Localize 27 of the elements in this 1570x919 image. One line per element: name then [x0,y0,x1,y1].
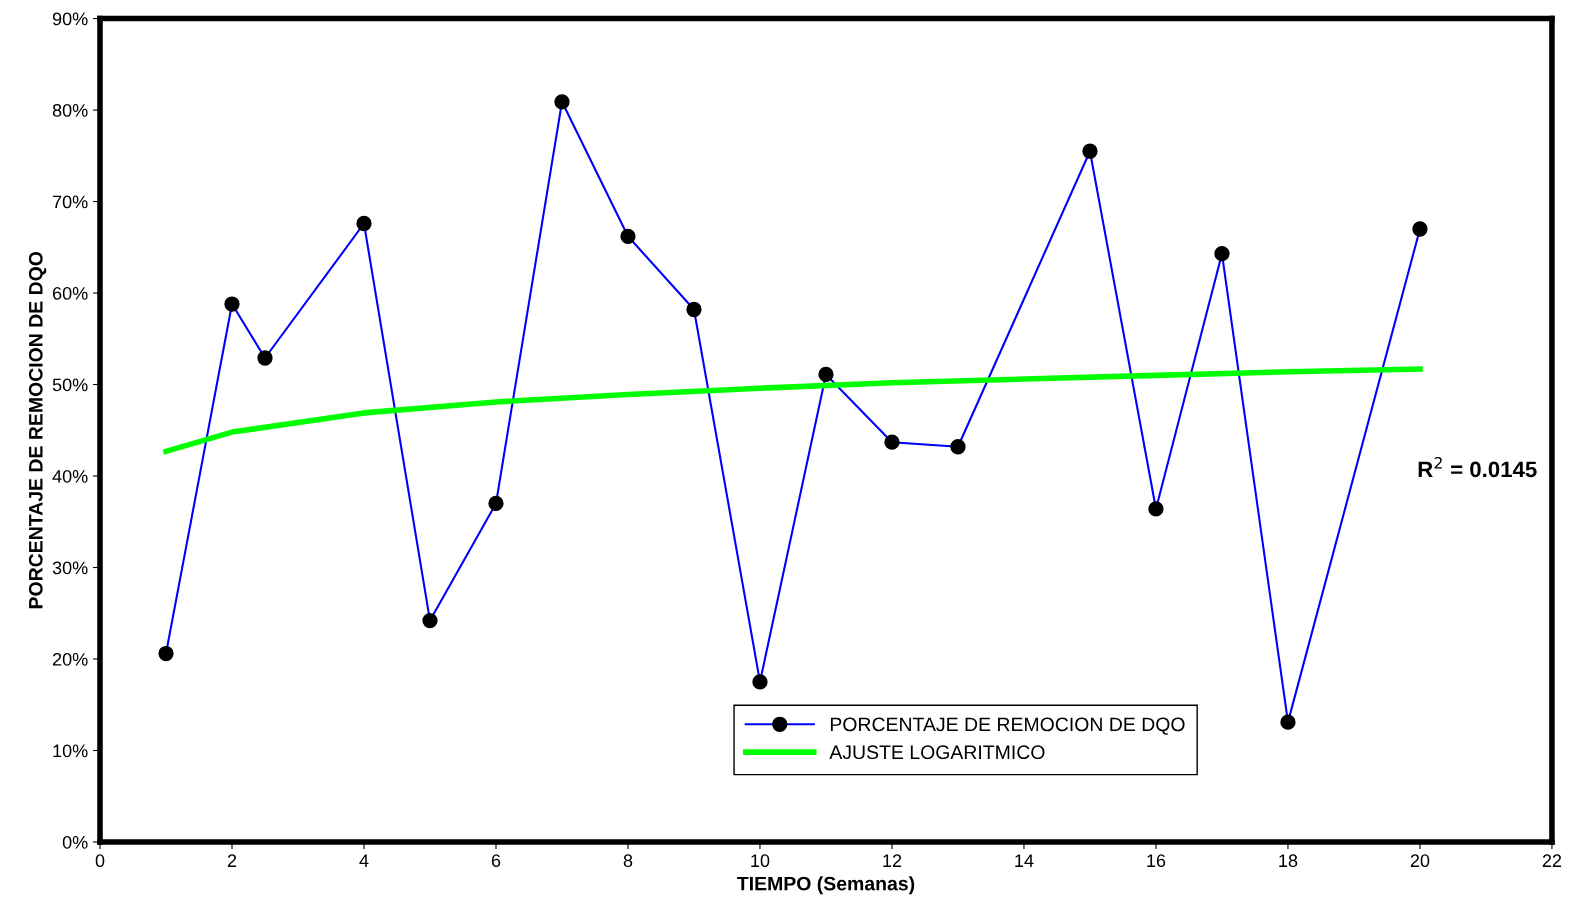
x-tick-label: 0 [95,854,105,868]
y-tick-label: 80% [52,103,88,117]
x-tick-label: 18 [1279,854,1298,868]
x-tick-label: 6 [491,854,501,868]
y-axis-title: PORCENTAJE DE REMOCION DE DQO [28,251,47,609]
y-tick-label: 90% [52,12,88,26]
x-tick-label: 4 [359,854,369,867]
y-tick-label: 70% [52,195,88,209]
y-tick-label: 60% [52,286,88,300]
annotation: R$^{2}$ = 0.0145 [1418,456,1537,478]
y-tick-label: 0% [62,835,88,849]
x-tick-label: 16 [1147,854,1166,868]
x-tick-label: 22 [1542,854,1562,867]
x-tick-label: 8 [623,854,633,868]
x-tick-label: 12 [883,854,902,867]
x-tick-label: 2 [227,854,237,867]
x-axis-title: TIEMPO (Semanas) [737,876,915,895]
x-tick-label: 20 [1410,854,1430,868]
y-tick-label: 20% [52,652,88,666]
legend-label: PORCENTAJE DE REMOCION DE DQO [830,717,1185,735]
x-tick-label: 14 [1015,854,1034,867]
y-tick-label: 50% [52,378,88,392]
legend-label: AJUSTE LOGARITMICO [829,745,1045,760]
y-tick-label: 30% [52,561,88,575]
x-tick-label: 10 [751,854,770,868]
y-tick-label: 40% [52,469,88,483]
y-tick-label: 10% [53,744,88,758]
